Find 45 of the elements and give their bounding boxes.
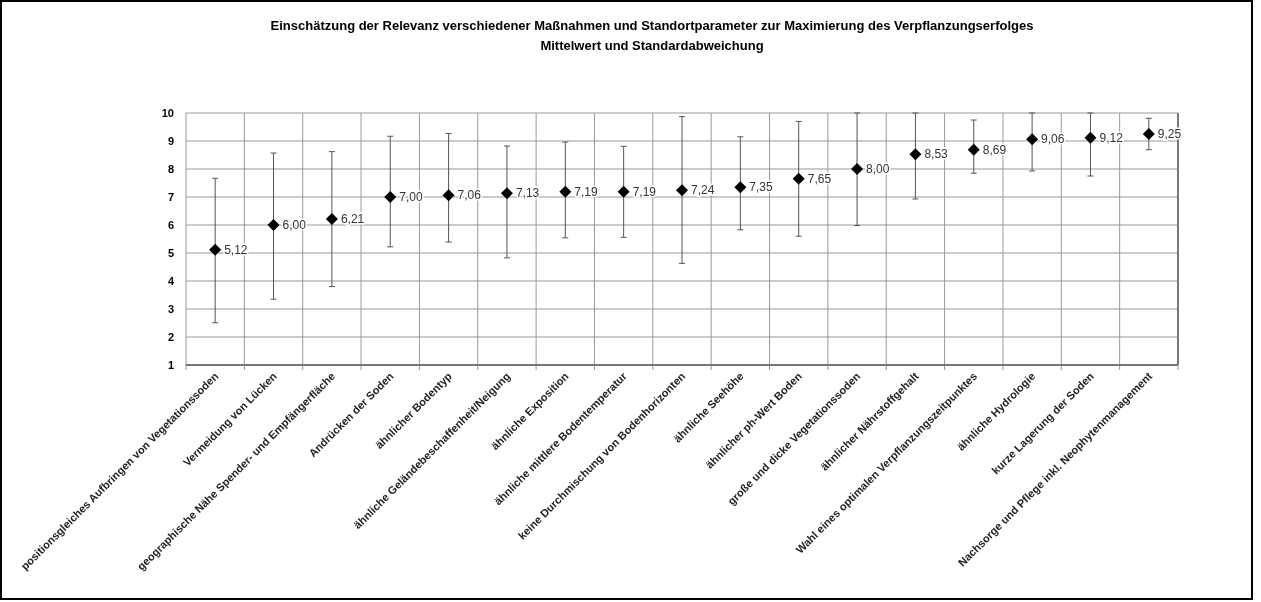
data-label: 6,00 bbox=[282, 218, 307, 232]
y-tick-label: 3 bbox=[167, 303, 174, 315]
point bbox=[967, 143, 980, 156]
y-tick-label: 9 bbox=[167, 135, 174, 147]
y-tick-label: 10 bbox=[161, 107, 174, 119]
y-tick-label: 8 bbox=[167, 163, 174, 175]
data-label: 7,19 bbox=[574, 184, 598, 199]
point bbox=[1026, 133, 1039, 146]
point bbox=[676, 184, 688, 197]
data-label: 7,19 bbox=[632, 184, 657, 199]
data-label: 8,00 bbox=[866, 162, 890, 176]
data-label: 6,21 bbox=[340, 212, 365, 227]
point bbox=[734, 181, 747, 194]
data-label: 8,69 bbox=[982, 142, 1007, 157]
y-tick-label: 7 bbox=[167, 191, 174, 203]
point bbox=[267, 219, 280, 231]
data-label: 7,13 bbox=[515, 186, 540, 201]
y-tick-label: 2 bbox=[167, 331, 174, 343]
point bbox=[384, 191, 397, 203]
data-label: 7,65 bbox=[807, 171, 832, 186]
point bbox=[1084, 131, 1097, 144]
point bbox=[1142, 128, 1155, 140]
point bbox=[792, 172, 805, 185]
point bbox=[325, 213, 338, 226]
point bbox=[442, 189, 455, 202]
point bbox=[500, 187, 513, 200]
point bbox=[617, 185, 630, 198]
chart-title: Einschätzung der Relevanz verschiedener Maßnahmen und Standortparameter zur Maximierung des Verpflanzungserfolges bbox=[270, 18, 1034, 33]
y-tick-label: 4 bbox=[167, 275, 175, 287]
data-label: 7,00 bbox=[399, 190, 423, 204]
y-tick-label: 5 bbox=[167, 247, 174, 259]
point bbox=[559, 185, 572, 198]
point bbox=[851, 163, 864, 175]
data-label: 9,12 bbox=[1099, 130, 1124, 145]
data-label: 7,24 bbox=[691, 183, 715, 198]
chart-subtitle: Mittelwert und Standardabweichung bbox=[540, 38, 764, 53]
y-tick-label: 1 bbox=[167, 359, 174, 371]
data-label: 5,12 bbox=[224, 242, 248, 257]
data-label: 7,06 bbox=[457, 188, 482, 203]
point bbox=[909, 148, 922, 161]
data-label: 8,53 bbox=[924, 147, 949, 162]
point bbox=[209, 243, 222, 256]
y-tick-label: 6 bbox=[167, 219, 174, 231]
data-label: 7,35 bbox=[749, 180, 774, 195]
data-label: 9,06 bbox=[1041, 132, 1065, 147]
